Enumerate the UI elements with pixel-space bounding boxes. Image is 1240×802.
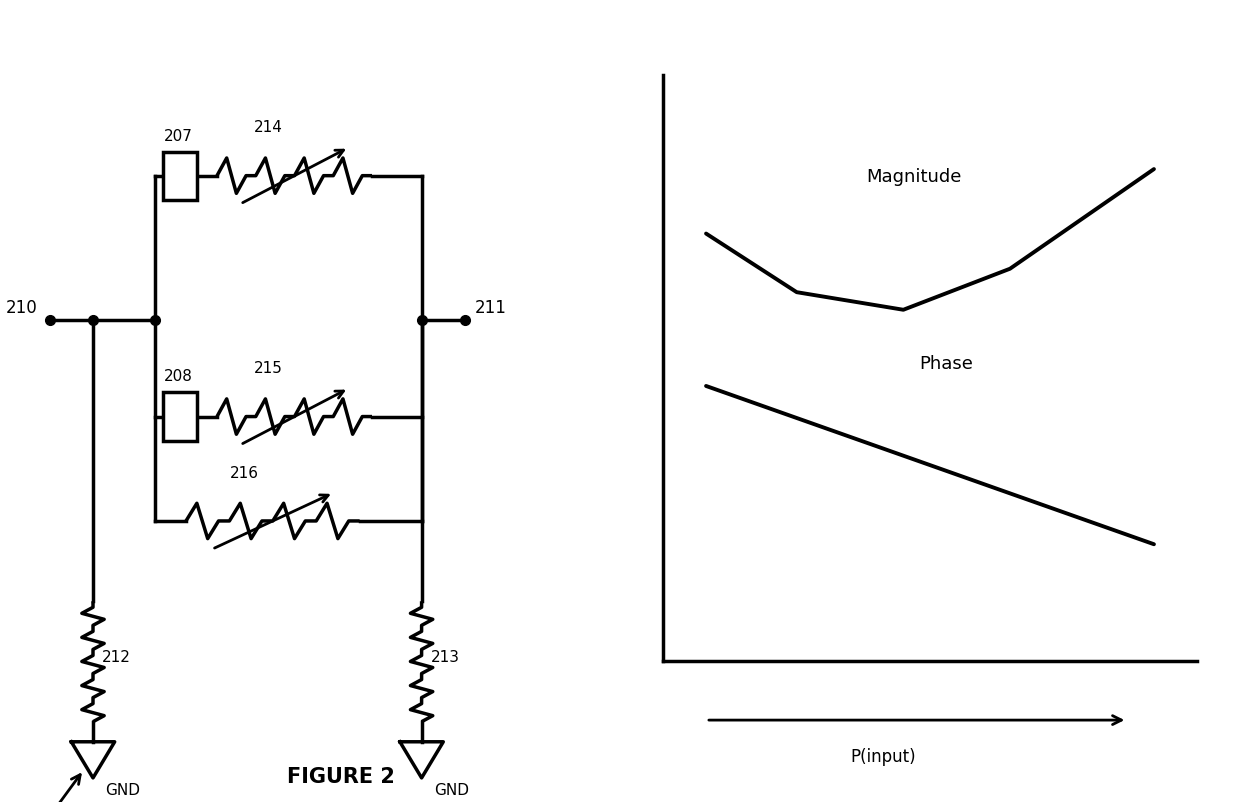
Text: 214: 214 — [254, 120, 283, 136]
Text: 208: 208 — [164, 369, 193, 384]
Text: GND: GND — [434, 782, 469, 797]
Text: 210: 210 — [6, 299, 38, 317]
Text: 211: 211 — [474, 299, 506, 317]
Bar — [162, 393, 197, 441]
Text: 213: 213 — [432, 650, 460, 665]
Text: FIGURE 2: FIGURE 2 — [288, 766, 394, 786]
Text: 207: 207 — [164, 128, 193, 144]
Text: 212: 212 — [102, 650, 131, 665]
Text: 215: 215 — [254, 361, 283, 376]
Text: Magnitude: Magnitude — [866, 168, 961, 185]
Text: Phase: Phase — [919, 355, 973, 373]
Bar — [162, 152, 197, 200]
Text: GND: GND — [105, 782, 140, 797]
Text: P(input): P(input) — [851, 747, 915, 765]
Text: 216: 216 — [229, 465, 258, 480]
